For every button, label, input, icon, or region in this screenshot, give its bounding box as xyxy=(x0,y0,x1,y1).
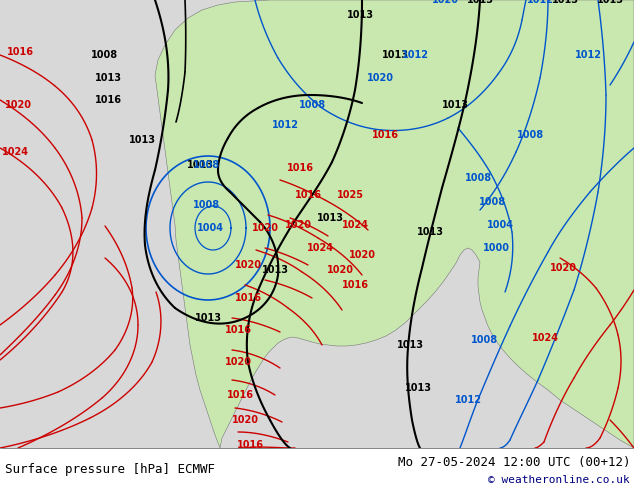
Text: 1016: 1016 xyxy=(94,95,122,105)
Text: 1020: 1020 xyxy=(4,100,32,110)
Text: 1008: 1008 xyxy=(479,197,505,207)
Text: 1013: 1013 xyxy=(467,0,493,5)
Text: 1013: 1013 xyxy=(129,135,155,145)
Text: 1024: 1024 xyxy=(1,147,29,157)
Text: 1016: 1016 xyxy=(295,190,321,200)
Text: 1013: 1013 xyxy=(382,50,408,60)
Text: 1020: 1020 xyxy=(235,260,261,270)
Text: 1025: 1025 xyxy=(337,190,363,200)
Text: 1012: 1012 xyxy=(574,50,602,60)
Text: 1016: 1016 xyxy=(372,130,399,140)
Text: 1020: 1020 xyxy=(366,73,394,83)
Text: 1020: 1020 xyxy=(349,250,375,260)
Text: 1020: 1020 xyxy=(252,223,278,233)
Text: 1008: 1008 xyxy=(517,130,543,140)
Text: 1012: 1012 xyxy=(526,0,553,5)
Text: 1008: 1008 xyxy=(91,50,119,60)
Text: 1000: 1000 xyxy=(482,243,510,253)
Text: 1013: 1013 xyxy=(597,0,623,5)
Text: 1008: 1008 xyxy=(465,173,491,183)
Text: 1016: 1016 xyxy=(224,325,252,335)
Polygon shape xyxy=(155,0,634,448)
Text: 1013: 1013 xyxy=(417,227,444,237)
Text: 1016: 1016 xyxy=(6,47,34,57)
Text: © weatheronline.co.uk: © weatheronline.co.uk xyxy=(488,475,630,485)
Text: 1020: 1020 xyxy=(550,263,576,273)
Text: 1016: 1016 xyxy=(236,440,264,450)
Text: 1020: 1020 xyxy=(231,415,259,425)
Text: 1012: 1012 xyxy=(401,50,429,60)
Text: 1013: 1013 xyxy=(404,383,432,393)
Text: 1020: 1020 xyxy=(285,220,311,230)
Text: 1008: 1008 xyxy=(299,100,326,110)
Text: 1024: 1024 xyxy=(531,333,559,343)
Text: 1013: 1013 xyxy=(396,340,424,350)
Text: 1012: 1012 xyxy=(455,395,481,405)
Text: 1016: 1016 xyxy=(342,280,368,290)
Text: 1013: 1013 xyxy=(186,160,214,170)
Text: 1024: 1024 xyxy=(306,243,333,253)
FancyBboxPatch shape xyxy=(0,0,634,448)
Text: 1013: 1013 xyxy=(261,265,288,275)
Text: 1013: 1013 xyxy=(316,213,344,223)
Text: 1013: 1013 xyxy=(552,0,578,5)
Text: 1016: 1016 xyxy=(235,293,261,303)
Text: 1013: 1013 xyxy=(347,10,373,20)
Text: 1012: 1012 xyxy=(271,120,299,130)
Text: 1020: 1020 xyxy=(327,265,354,275)
Text: 1004: 1004 xyxy=(486,220,514,230)
Text: 1013: 1013 xyxy=(94,73,122,83)
Text: Mo 27-05-2024 12:00 UTC (00+12): Mo 27-05-2024 12:00 UTC (00+12) xyxy=(398,456,630,468)
Text: 1013: 1013 xyxy=(195,313,221,323)
Text: 1020: 1020 xyxy=(224,357,252,367)
FancyBboxPatch shape xyxy=(0,448,634,490)
Text: 1024: 1024 xyxy=(342,220,368,230)
Text: 1008: 1008 xyxy=(193,200,221,210)
Text: 1016: 1016 xyxy=(226,390,254,400)
Text: Surface pressure [hPa] ECMWF: Surface pressure [hPa] ECMWF xyxy=(5,463,215,475)
Text: 1008: 1008 xyxy=(472,335,498,345)
Text: 1004: 1004 xyxy=(197,223,224,233)
Text: 1008: 1008 xyxy=(193,160,221,170)
Text: 1016: 1016 xyxy=(287,163,313,173)
Text: 1020: 1020 xyxy=(432,0,458,5)
Text: 1013: 1013 xyxy=(441,100,469,110)
